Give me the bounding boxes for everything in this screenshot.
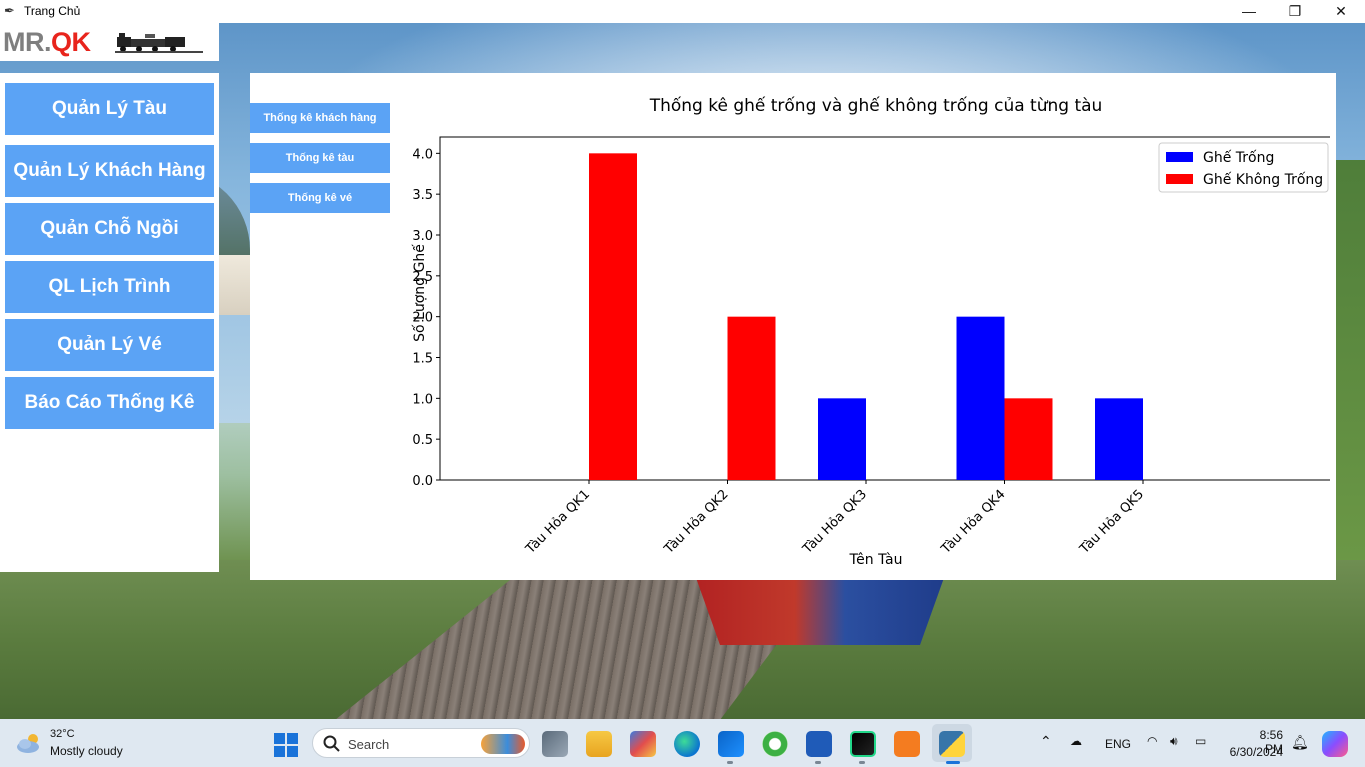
maximize-button[interactable]: ❐ xyxy=(1288,3,1302,19)
plot-frame xyxy=(439,136,1330,481)
sidebar: Quản Lý Tàu Quản Lý Khách Hàng Quản Chỗ … xyxy=(0,73,219,572)
y-tick-label: 3.5 xyxy=(412,188,433,203)
edge-browser-icon[interactable] xyxy=(674,731,700,757)
chart-title: Thống kê ghế trống và ghế không trống củ… xyxy=(649,95,1103,116)
windows-start-icon[interactable] xyxy=(274,733,298,757)
task-view-icon[interactable] xyxy=(542,731,568,757)
search-highlight-icon xyxy=(481,734,525,754)
app-green-icon[interactable] xyxy=(762,731,788,757)
clock-date[interactable]: 6/30/2024 xyxy=(1229,745,1283,759)
bar xyxy=(818,398,866,480)
notification-bell-icon[interactable]: 🔔︎ xyxy=(1291,734,1309,750)
legend-box xyxy=(1158,142,1329,193)
nav-seat-management-button[interactable]: Quản Chỗ Ngồi xyxy=(5,203,214,255)
outlook-icon[interactable] xyxy=(718,731,744,757)
y-tick-label: 0.0 xyxy=(412,474,433,489)
nav-report-button[interactable]: Báo Cáo Thống Kê xyxy=(5,377,214,429)
bar xyxy=(1095,398,1143,480)
nav-train-management-button[interactable]: Quản Lý Tàu xyxy=(5,83,214,135)
customer-stats-button[interactable]: Thống kê khách hàng xyxy=(250,103,390,133)
taskbar-search-box[interactable]: Search xyxy=(312,728,530,758)
running-indicator xyxy=(859,761,865,764)
legend-label: Ghế Không Trống xyxy=(1203,171,1323,188)
background-beach xyxy=(218,255,250,315)
close-button[interactable]: ✕ xyxy=(1335,3,1347,19)
x-tick-label: Tàu Hỏa QK1 xyxy=(523,487,593,557)
x-tick-label: Tàu Hỏa QK3 xyxy=(800,487,870,557)
minimize-button[interactable]: — xyxy=(1242,3,1256,19)
nav-ticket-management-button[interactable]: Quản Lý Vé xyxy=(5,319,214,371)
x-tick-label: Tàu Hỏa QK5 xyxy=(1077,487,1147,557)
running-indicator xyxy=(727,761,733,764)
chevron-up-icon[interactable]: ⌃ xyxy=(1040,733,1052,749)
window-titlebar: ✒ Trang Chủ — ❐ ✕ xyxy=(0,0,1365,23)
bar xyxy=(589,153,637,480)
volume-icon[interactable]: 🔊︎ xyxy=(1170,734,1178,748)
active-indicator xyxy=(946,761,960,764)
battery-icon[interactable]: ▭ xyxy=(1195,734,1207,748)
ticket-stats-button[interactable]: Thống kê vé xyxy=(250,183,390,213)
y-tick-label: 2.5 xyxy=(412,270,433,285)
bar xyxy=(727,316,776,480)
y-tick-label: 4.0 xyxy=(412,147,433,162)
weather-temperature: 32°C xyxy=(50,728,75,740)
background-train xyxy=(695,575,945,645)
bar xyxy=(956,316,1005,480)
search-icon xyxy=(323,735,340,752)
legend-swatch xyxy=(1166,174,1193,184)
logo-mr: MR. xyxy=(3,27,52,57)
report-panel: Thống kê khách hàng Thống kê tàu Thống k… xyxy=(250,73,1336,580)
y-axis-label: Số Lượng Ghế xyxy=(411,244,428,342)
language-indicator[interactable]: ENG xyxy=(1105,737,1132,751)
logo-header: MR.QK xyxy=(0,23,219,61)
onedrive-cloud-icon[interactable]: ☁ xyxy=(1070,734,1082,748)
x-tick-label: Tàu Hỏa QK2 xyxy=(661,487,731,557)
bar xyxy=(1004,398,1053,480)
search-placeholder: Search xyxy=(348,737,390,752)
microsoft-store-icon[interactable] xyxy=(630,731,656,757)
cloud-sun-icon[interactable] xyxy=(16,731,42,755)
clock-time[interactable]: 8:56 PM xyxy=(1259,728,1283,756)
nav-customer-management-button[interactable]: Quản Lý Khách Hàng xyxy=(5,145,214,197)
python-app-icon[interactable] xyxy=(939,731,965,757)
weather-description: Mostly cloudy xyxy=(50,744,123,758)
y-tick-label: 1.5 xyxy=(412,352,433,367)
train-stats-button[interactable]: Thống kê tàu xyxy=(250,143,390,173)
logo-qk: QK xyxy=(51,27,91,57)
x-axis-label: Tên Tàu xyxy=(849,552,903,568)
legend-swatch xyxy=(1166,152,1193,162)
feather-icon: ✒ xyxy=(4,3,15,18)
pycharm-icon[interactable] xyxy=(850,731,876,757)
copilot-icon[interactable] xyxy=(1322,731,1348,757)
wifi-icon[interactable]: ◠ xyxy=(1147,734,1158,748)
seat-bar-chart: Thống kê ghế trống và ghế không trống củ… xyxy=(411,95,1330,568)
y-tick-label: 1.0 xyxy=(412,392,433,407)
running-indicator xyxy=(815,761,821,764)
window-title: Trang Chủ xyxy=(24,4,81,18)
xampp-icon[interactable] xyxy=(894,731,920,757)
file-explorer-icon[interactable] xyxy=(586,731,612,757)
nav-schedule-button[interactable]: QL Lịch Trình xyxy=(5,261,214,313)
legend-label: Ghế Trống xyxy=(1203,149,1274,166)
y-tick-label: 2.0 xyxy=(412,311,433,326)
taskbar: 32°C Mostly cloudy Search ⌃ ☁ ENG ◠ 🔊︎ ▭… xyxy=(0,719,1365,767)
y-tick-label: 0.5 xyxy=(412,433,433,448)
logo-text: MR.QK xyxy=(3,27,91,58)
x-tick-label: Tàu Hỏa QK4 xyxy=(938,487,1008,557)
train-logo-icon xyxy=(115,33,203,53)
word-icon[interactable] xyxy=(806,731,832,757)
y-tick-label: 3.0 xyxy=(412,229,433,244)
